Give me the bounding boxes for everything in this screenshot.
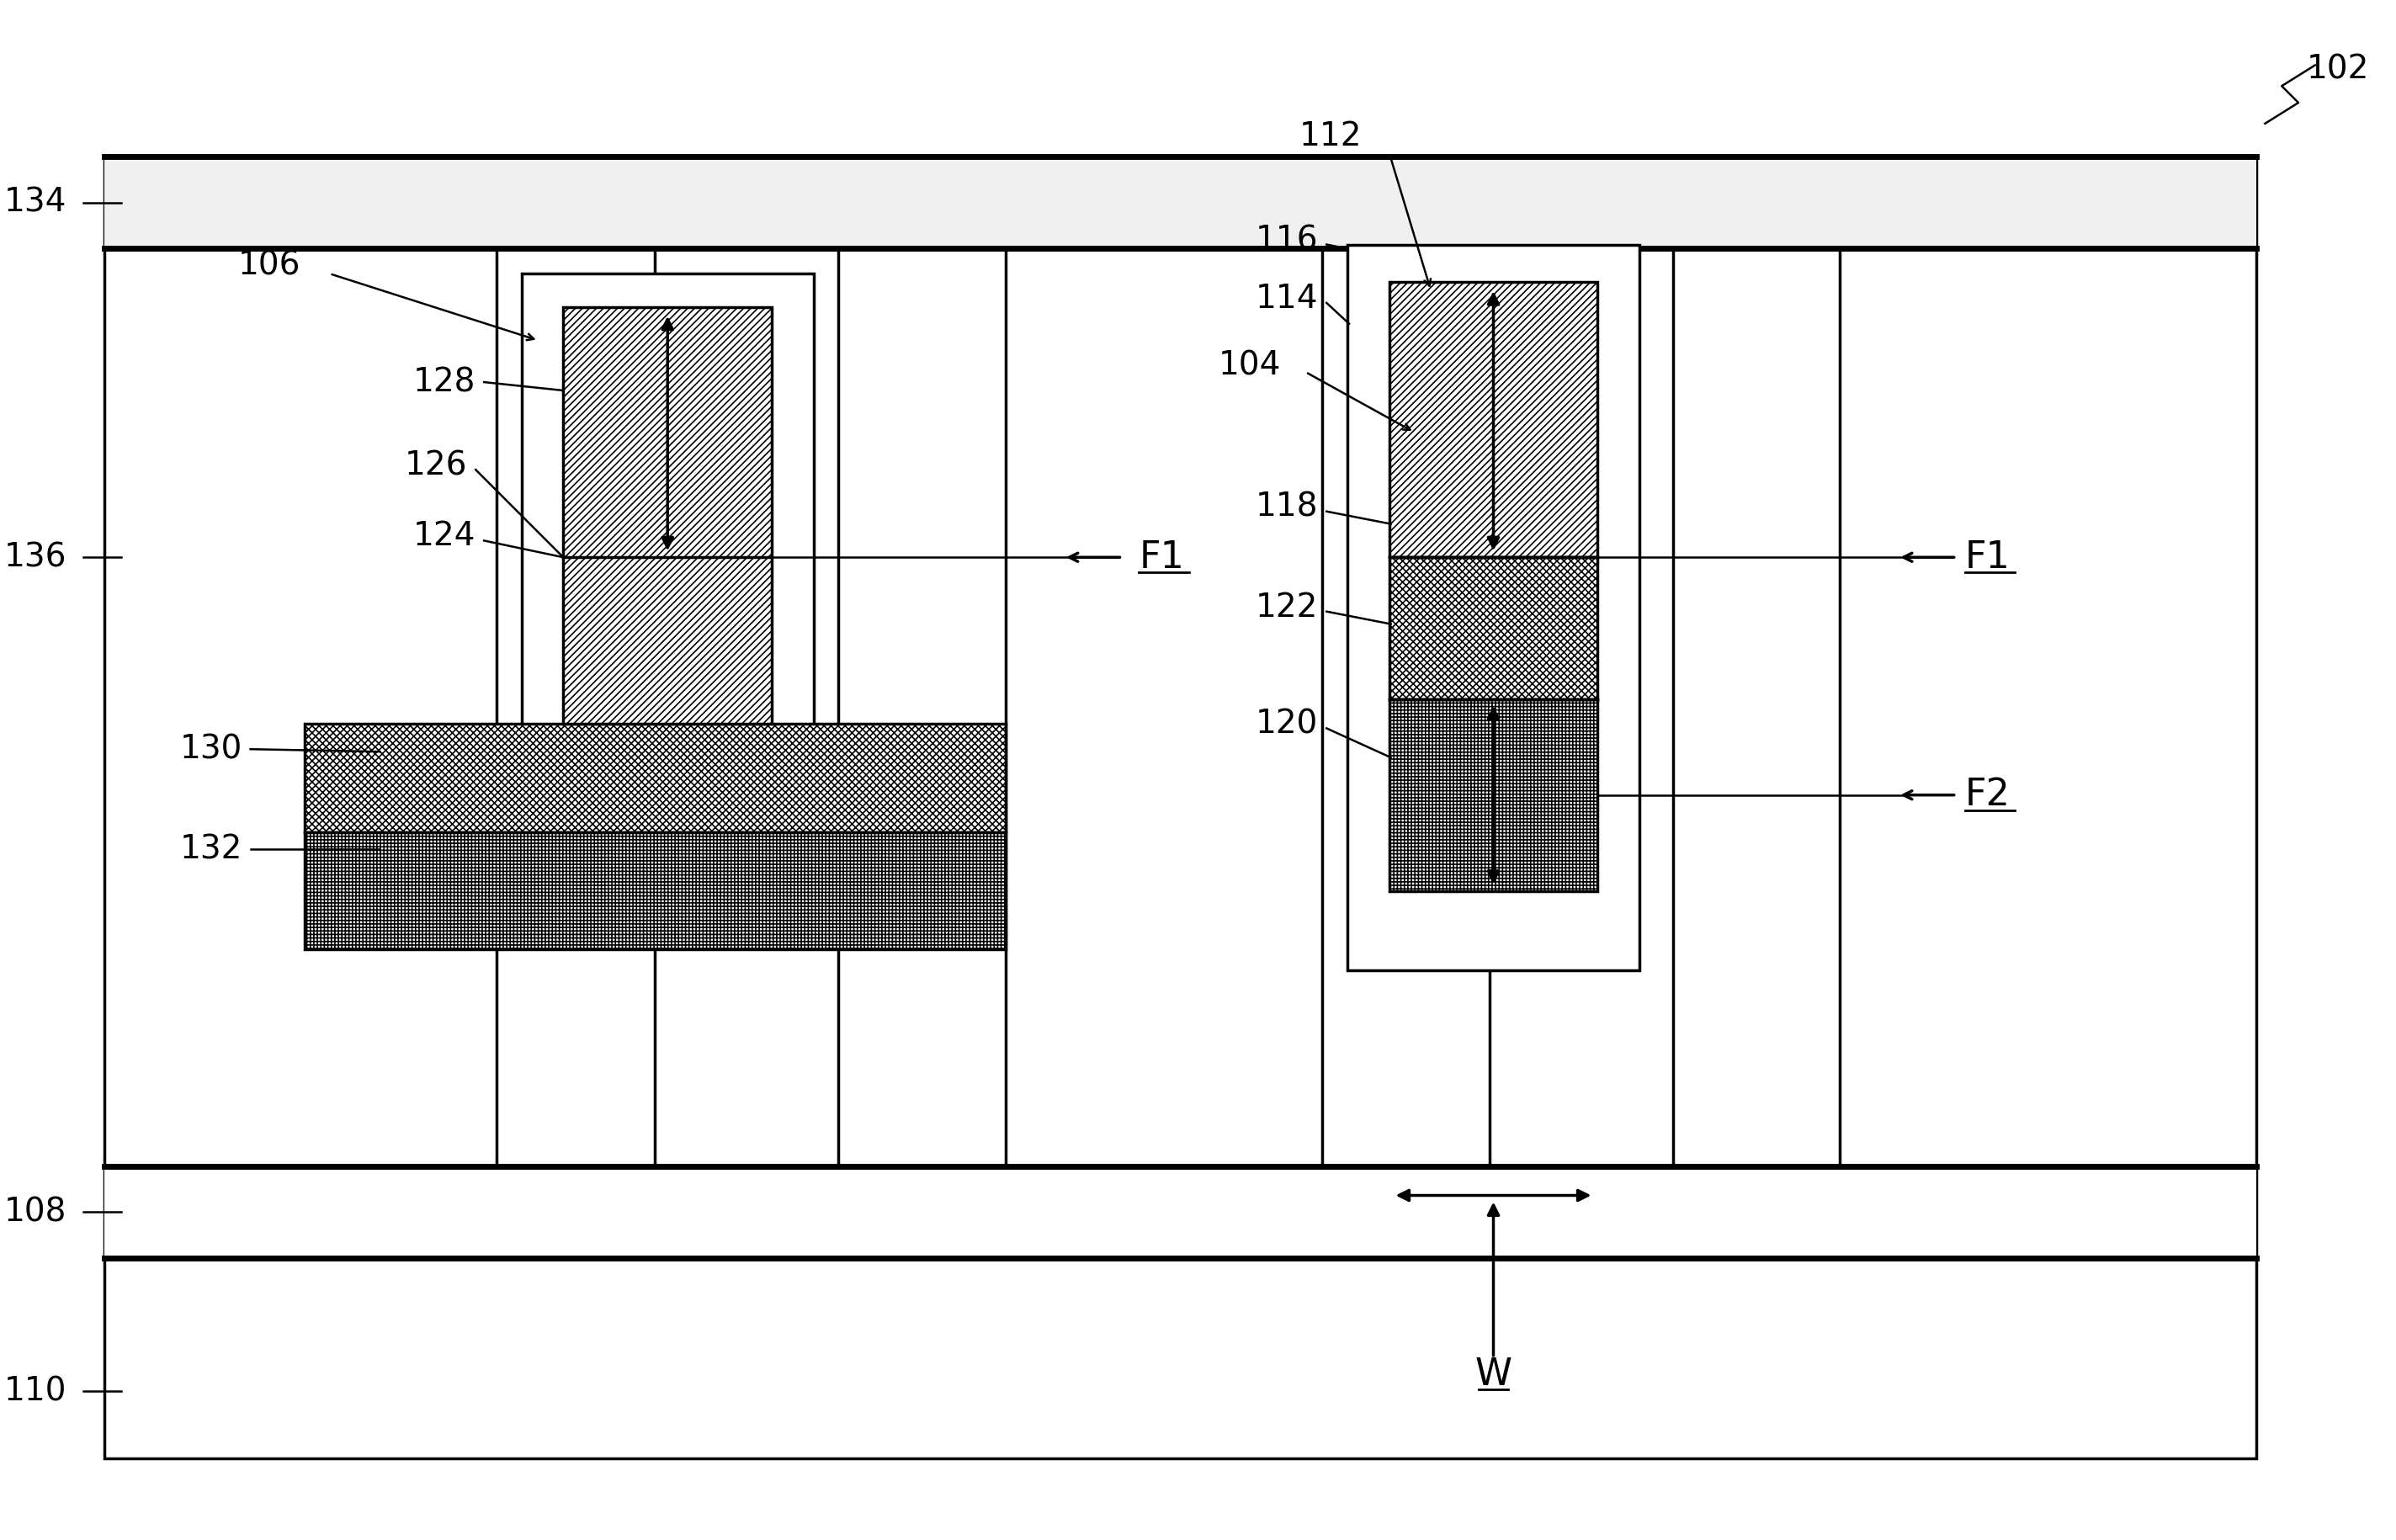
Text: F1: F1 <box>1138 539 1184 576</box>
Text: 114: 114 <box>1256 283 1318 314</box>
Text: 108: 108 <box>5 1197 67 1227</box>
Text: 118: 118 <box>1256 491 1318 524</box>
Text: 102: 102 <box>2307 54 2370 85</box>
Text: 134: 134 <box>5 186 67 219</box>
Bar <box>522 274 815 892</box>
Bar <box>105 157 2257 1458</box>
Text: W: W <box>1476 1357 1512 1392</box>
Text: 110: 110 <box>5 1375 67 1408</box>
Bar <box>1390 557 1598 699</box>
Bar <box>1390 282 1598 557</box>
Text: 130: 130 <box>180 733 242 765</box>
Bar <box>563 306 772 724</box>
Text: 120: 120 <box>1256 708 1318 741</box>
Text: 122: 122 <box>1256 591 1318 624</box>
Text: 132: 132 <box>180 833 242 865</box>
Bar <box>304 833 1006 949</box>
Text: 126: 126 <box>405 450 467 482</box>
Bar <box>1390 699 1598 892</box>
Text: 116: 116 <box>1256 225 1318 256</box>
Text: 106: 106 <box>237 249 300 282</box>
Text: 128: 128 <box>412 367 477 399</box>
Bar <box>105 1166 2257 1258</box>
Bar <box>304 724 1006 833</box>
Text: 104: 104 <box>1217 350 1282 382</box>
Text: 112: 112 <box>1299 120 1361 152</box>
Bar <box>1347 245 1639 970</box>
Text: 136: 136 <box>5 541 67 573</box>
Text: F1: F1 <box>1965 539 2010 576</box>
Bar <box>105 157 2257 248</box>
Text: 124: 124 <box>412 521 477 553</box>
Text: F2: F2 <box>1965 778 2010 813</box>
